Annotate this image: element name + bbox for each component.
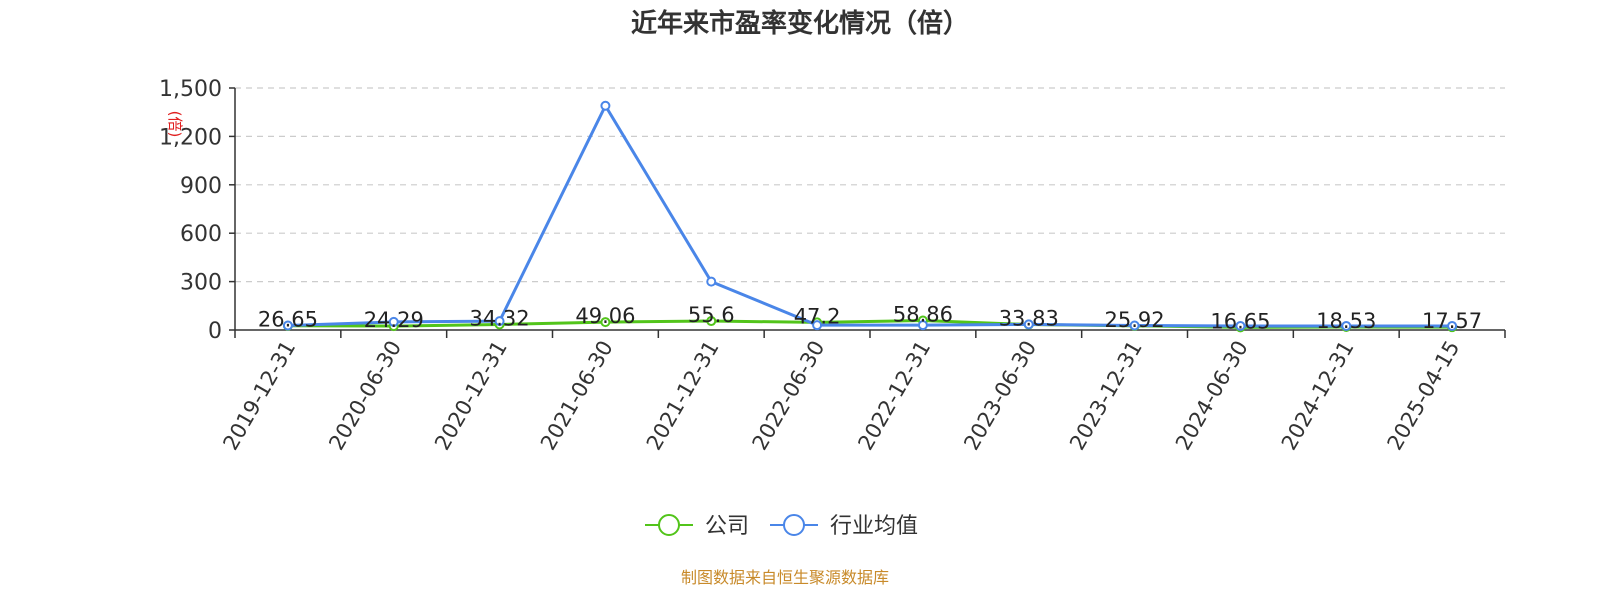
x-tick-label: 2021-06-30 bbox=[536, 337, 618, 455]
legend-item-0[interactable]: 公司 bbox=[645, 514, 749, 539]
data-label: 47.2 bbox=[794, 304, 841, 328]
x-tick-label: 2022-06-30 bbox=[748, 337, 830, 455]
source-note: 制图数据来自恒生聚源数据库 bbox=[681, 568, 889, 587]
data-point bbox=[600, 100, 611, 111]
data-label: 58.86 bbox=[893, 303, 953, 327]
axes: 0 300 600 900 1,200 1,500 2019-12-31 2020-06-30… bbox=[159, 77, 1506, 455]
y-tick-label: 1,200 bbox=[159, 125, 222, 150]
x-tick-label: 2021-12-31 bbox=[642, 337, 724, 455]
data-label: 17.57 bbox=[1422, 309, 1482, 333]
x-tick-label: 2024-12-31 bbox=[1277, 337, 1359, 455]
data-point bbox=[812, 320, 823, 331]
y-tick-label: 0 bbox=[208, 319, 222, 344]
data-point bbox=[706, 316, 717, 327]
y-tick-label: 1,500 bbox=[159, 77, 222, 102]
data-label: 49.06 bbox=[575, 304, 635, 328]
data-label: 25.92 bbox=[1105, 308, 1165, 332]
data-labels: 26.65 24.29 34.32 49.06 55.6 47.2 58.86 33.83 25… bbox=[258, 303, 1482, 334]
x-tick-label: 2020-12-31 bbox=[430, 337, 512, 455]
data-label: 33.83 bbox=[999, 307, 1059, 331]
x-tick-label: 2022-12-31 bbox=[853, 337, 935, 455]
legend[interactable]: 公司 行业均值 bbox=[645, 514, 918, 539]
data-point bbox=[1341, 320, 1352, 331]
data-point bbox=[282, 320, 293, 331]
data-point bbox=[1447, 320, 1458, 331]
data-label: 26.65 bbox=[258, 308, 318, 332]
y-tick-label: 300 bbox=[180, 271, 222, 296]
data-point bbox=[917, 320, 928, 331]
series-lines bbox=[282, 100, 1458, 333]
legend-label: 公司 bbox=[705, 514, 749, 539]
x-tick-label: 2025-04-15 bbox=[1383, 337, 1465, 455]
data-point bbox=[1235, 320, 1246, 331]
legend-marker bbox=[658, 514, 680, 536]
data-point bbox=[388, 316, 399, 327]
data-label: 55.6 bbox=[688, 303, 735, 327]
y-tick-label: 600 bbox=[180, 222, 222, 247]
x-tick-label: 2023-12-31 bbox=[1065, 337, 1147, 455]
series-line-1 bbox=[287, 104, 1453, 328]
chart-title: 近年来市盈率变化情况（倍） bbox=[631, 8, 969, 39]
data-point bbox=[1023, 319, 1034, 330]
data-label: 24.29 bbox=[364, 308, 424, 332]
data-point bbox=[1129, 320, 1140, 331]
y-tick-label: 900 bbox=[180, 174, 222, 199]
data-label: 16.65 bbox=[1210, 309, 1270, 333]
y-axis-unit-label: (倍) bbox=[166, 111, 184, 138]
legend-label: 行业均值 bbox=[830, 514, 918, 539]
x-tick-label: 2020-06-30 bbox=[324, 337, 406, 455]
legend-marker bbox=[783, 514, 805, 536]
legend-item-1[interactable]: 行业均值 bbox=[770, 514, 918, 539]
data-point bbox=[600, 317, 611, 328]
data-label: 34.32 bbox=[470, 306, 530, 330]
x-tick-label: 2023-06-30 bbox=[959, 337, 1041, 455]
grid-lines bbox=[235, 87, 1505, 283]
x-tick-label: 2019-12-31 bbox=[218, 337, 300, 455]
data-point bbox=[706, 276, 717, 287]
data-point bbox=[494, 316, 505, 327]
data-label: 18.53 bbox=[1316, 309, 1376, 333]
x-tick-label: 2024-06-30 bbox=[1171, 337, 1253, 455]
